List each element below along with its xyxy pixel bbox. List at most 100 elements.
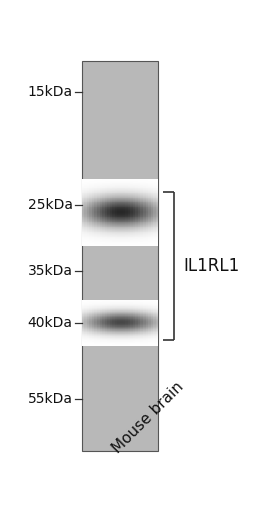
Bar xyxy=(112,245,115,246)
Bar xyxy=(105,300,107,301)
Bar xyxy=(130,312,133,313)
Bar xyxy=(97,340,100,341)
Bar xyxy=(89,310,92,311)
Bar xyxy=(102,303,105,304)
Bar xyxy=(151,328,153,329)
Bar xyxy=(135,220,138,221)
Bar xyxy=(133,197,135,198)
Bar xyxy=(128,220,130,221)
Bar xyxy=(115,198,118,199)
Bar xyxy=(82,335,84,336)
Bar xyxy=(110,301,112,302)
Bar xyxy=(145,235,148,236)
Bar xyxy=(100,182,102,183)
Bar xyxy=(125,309,128,310)
Bar xyxy=(141,341,143,342)
Bar xyxy=(138,233,141,234)
Bar xyxy=(112,243,115,244)
Bar xyxy=(118,326,120,327)
Bar xyxy=(105,193,107,194)
Bar xyxy=(110,335,112,336)
Bar xyxy=(128,207,130,208)
Bar xyxy=(94,220,97,221)
Bar xyxy=(102,341,105,342)
Bar xyxy=(133,208,135,209)
Bar xyxy=(105,334,107,335)
Bar xyxy=(100,240,102,241)
Bar xyxy=(141,242,143,243)
Bar xyxy=(84,300,87,301)
Bar xyxy=(110,215,112,216)
Bar xyxy=(120,315,123,316)
Bar xyxy=(94,336,97,337)
Bar xyxy=(120,186,123,187)
Bar xyxy=(141,313,143,314)
Bar xyxy=(110,230,112,231)
Bar xyxy=(112,200,115,201)
Bar xyxy=(138,198,141,199)
Bar xyxy=(107,309,110,310)
Bar xyxy=(133,336,135,337)
Bar xyxy=(84,211,87,212)
Bar xyxy=(87,333,89,334)
Bar xyxy=(92,207,94,208)
Bar xyxy=(110,317,112,318)
Bar xyxy=(118,222,120,223)
Bar xyxy=(145,191,148,193)
Bar xyxy=(94,303,97,304)
Bar xyxy=(107,233,110,234)
Bar xyxy=(130,322,133,323)
Bar xyxy=(145,318,148,319)
Bar xyxy=(130,235,133,236)
Bar xyxy=(105,210,107,211)
Bar xyxy=(97,300,100,301)
Bar xyxy=(100,199,102,200)
Bar xyxy=(120,319,123,321)
Bar xyxy=(141,180,143,181)
Bar xyxy=(135,317,138,318)
Bar xyxy=(135,201,138,202)
Bar xyxy=(94,207,97,208)
Bar xyxy=(105,181,107,182)
Bar xyxy=(125,322,128,323)
Bar xyxy=(145,221,148,222)
Bar xyxy=(138,309,141,310)
Bar xyxy=(110,185,112,186)
Bar xyxy=(151,223,153,224)
Bar xyxy=(105,220,107,221)
Bar xyxy=(151,211,153,212)
Bar xyxy=(92,223,94,224)
Bar xyxy=(156,217,158,218)
Bar xyxy=(156,236,158,237)
Bar xyxy=(153,194,156,195)
Bar xyxy=(141,189,143,190)
Bar xyxy=(97,345,100,346)
Bar xyxy=(153,190,156,191)
Bar xyxy=(130,229,133,230)
Bar xyxy=(138,217,141,218)
Bar xyxy=(123,209,125,210)
Bar xyxy=(123,300,125,301)
Bar xyxy=(97,214,100,215)
Bar xyxy=(141,302,143,303)
Bar xyxy=(135,339,138,340)
Bar xyxy=(100,217,102,218)
Bar xyxy=(143,200,145,201)
Bar xyxy=(130,195,133,196)
Bar xyxy=(110,189,112,190)
Bar xyxy=(92,314,94,315)
Bar xyxy=(151,244,153,245)
Bar xyxy=(107,311,110,312)
Bar xyxy=(100,193,102,194)
Bar xyxy=(133,301,135,302)
Bar xyxy=(92,222,94,223)
Bar xyxy=(82,206,84,207)
Bar xyxy=(148,327,151,328)
Bar xyxy=(135,223,138,224)
Bar xyxy=(143,220,145,221)
Bar xyxy=(120,239,123,240)
Bar xyxy=(143,191,145,193)
Bar xyxy=(138,216,141,217)
Bar xyxy=(107,227,110,228)
Bar xyxy=(97,327,100,328)
